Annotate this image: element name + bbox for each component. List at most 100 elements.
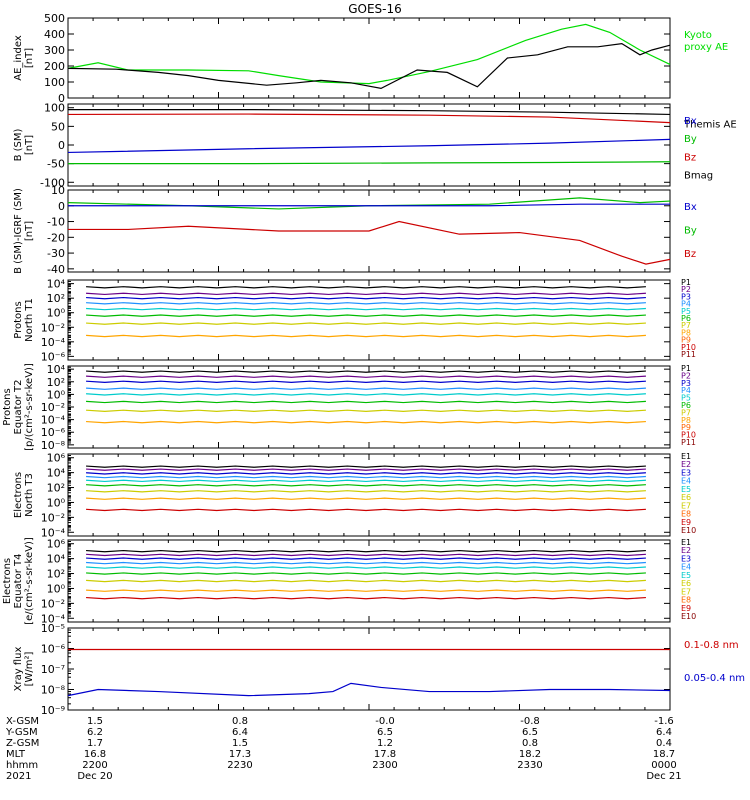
- y-tick-label: -20: [47, 231, 65, 244]
- y-axis-label: Electrons: [13, 472, 24, 518]
- x-axis-value: 6.4: [656, 727, 672, 738]
- panel-bsm: -100 -50 0 50 100 B (SM) [nT] Bx By Bz Bmag: [13, 102, 713, 190]
- x-axis-value: 18.2: [519, 749, 541, 760]
- y-axis-label: Protons: [2, 388, 13, 425]
- legend-item: P6: [681, 314, 691, 323]
- y-tick-label: 10⁻⁸: [41, 684, 66, 697]
- legend-item: E6: [681, 493, 691, 502]
- legend-item: E8: [681, 596, 691, 605]
- y-axis-label: Xray flux: [13, 647, 24, 692]
- flux-line: [86, 420, 646, 424]
- series-line: [67, 682, 671, 697]
- y-tick-label: -50: [47, 158, 65, 171]
- x-axis-value: 0.4: [656, 738, 672, 749]
- legend-item: E8: [681, 510, 691, 519]
- legend-item: By: [684, 225, 697, 236]
- y-axis-label: North T1: [24, 298, 35, 342]
- flux-line: [86, 490, 646, 493]
- y-axis-label: [e/(cm²-s-sr-keV)]: [24, 537, 35, 625]
- series-line: [68, 161, 671, 165]
- legend-item: P5: [681, 307, 691, 316]
- y-tick-label: 10⁻²: [41, 597, 65, 610]
- y-tick-label: -30: [47, 247, 65, 260]
- flux-line: [86, 292, 646, 296]
- flux-line: [86, 409, 646, 412]
- flux-line: [86, 322, 646, 325]
- y-tick-label: 10⁻⁴: [41, 526, 66, 539]
- series-line: [67, 197, 671, 210]
- legend-item: P8: [681, 328, 691, 337]
- legend-item: P3: [681, 292, 691, 301]
- legend-item: P10: [681, 431, 696, 440]
- flux-line: [86, 572, 646, 575]
- legend-item: P1: [681, 364, 691, 373]
- x-axis-value: -0.8: [520, 716, 540, 727]
- x-axis-value: 1.5: [87, 716, 103, 727]
- y-axis-label: AE_index: [13, 35, 24, 81]
- x-axis-value: 18.7: [653, 749, 675, 760]
- y-axis-label: Protons: [13, 301, 24, 338]
- flux-line: [86, 380, 646, 383]
- y-tick-label: 0: [58, 92, 65, 105]
- legend-item: E4: [681, 563, 691, 572]
- legend-item: proxy AE: [684, 42, 728, 53]
- legend-item: P6: [681, 401, 691, 410]
- panel-frame: [67, 365, 671, 449]
- legend-item: E3: [681, 468, 691, 477]
- x-axis-value: -1.6: [654, 716, 674, 727]
- legend-item: P7: [681, 408, 691, 417]
- y-tick-label: 10⁻⁵: [41, 622, 65, 635]
- y-tick-label: 10⁻⁹: [41, 704, 65, 717]
- flux-line: [86, 596, 646, 600]
- y-tick-label: -10: [47, 216, 65, 229]
- chart-title: GOES-16: [348, 2, 402, 16]
- x-axis-value: 6.2: [87, 727, 103, 738]
- series-line: [68, 220, 671, 265]
- flux-line: [86, 393, 646, 396]
- x-axis-row-label: Y-GSM: [5, 727, 38, 738]
- flux-line: [86, 387, 646, 390]
- x-axis-row-label: X-GSM: [6, 716, 39, 727]
- legend-item: Bx: [684, 116, 697, 127]
- y-tick-label: -100: [40, 176, 65, 189]
- y-tick-label: 10⁰: [47, 496, 66, 509]
- legend-item: E4: [681, 477, 691, 486]
- x-axis-row-label: Z-GSM: [6, 738, 39, 749]
- x-axis-value: 0.8: [232, 716, 248, 727]
- series-line: [67, 23, 671, 85]
- flux-line: [86, 296, 646, 300]
- y-tick-label: 10⁻⁴: [41, 336, 66, 349]
- flux-line: [86, 370, 646, 373]
- series-line: [67, 113, 671, 124]
- y-axis-label: [W/m²]: [24, 651, 35, 686]
- y-axis-label: Equator T4: [13, 554, 24, 609]
- y-tick-label: 10⁴: [47, 278, 66, 291]
- flux-line: [86, 400, 646, 404]
- x-axis-value: 1.2: [377, 738, 393, 749]
- y-tick-label: 10⁻⁸: [41, 439, 66, 452]
- legend-item: E1: [681, 538, 691, 547]
- x-axis-row-label: MLT: [6, 749, 26, 760]
- x-axis-value: 17.8: [374, 749, 396, 760]
- legend-item: E3: [681, 554, 691, 563]
- legend-item: E9: [681, 604, 691, 613]
- legend-item: By: [684, 134, 697, 145]
- legend-item: E6: [681, 579, 691, 588]
- flux-line: [86, 286, 646, 289]
- y-tick-label: 10⁶: [47, 538, 66, 551]
- legend-item: P4: [681, 386, 691, 395]
- x-axis-value: Dec 21: [646, 771, 681, 782]
- flux-line: [86, 479, 646, 483]
- y-tick-label: 100: [44, 102, 65, 115]
- flux-line: [86, 472, 646, 475]
- legend-item: P5: [681, 394, 691, 403]
- x-axis-value: 2330: [517, 760, 542, 771]
- legend-item: E10: [681, 612, 696, 621]
- x-axis-value: -0.0: [375, 716, 395, 727]
- x-axis-value: Dec 20: [77, 771, 112, 782]
